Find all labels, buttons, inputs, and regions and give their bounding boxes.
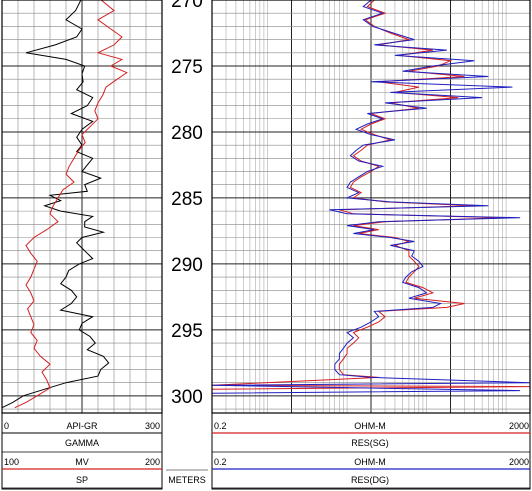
sp-curve-name: SP [76, 475, 88, 485]
series-layer [1, 0, 531, 409]
depth-tick-label: 275 [171, 57, 203, 78]
res-sg-scale-unit: OHM-M [354, 421, 386, 431]
gamma-scale-unit: API-GR [66, 421, 98, 431]
res-dg-scale-min: 0.2 [214, 457, 227, 467]
res-sg-curve-name: RES(SG) [351, 438, 389, 448]
gamma-scale-min: 0 [4, 421, 9, 431]
res-dg-curve-name: RES(DG) [351, 475, 389, 485]
series-sp-curve [14, 0, 128, 409]
sp-scale-max: 200 [145, 457, 160, 467]
res-sg-scale-min: 0.2 [214, 421, 227, 431]
depth-tick-label: 280 [171, 123, 203, 144]
resistivity-header-border [211, 412, 531, 490]
gamma-track-grid [17, 0, 147, 413]
left-scale-panel: 0 API-GR 300 GAMMA 100 MV 200 SP [2, 421, 162, 485]
series-res-dg--curve [211, 0, 531, 396]
depth-tick-label: 290 [171, 255, 203, 276]
sp-scale-unit: MV [75, 457, 89, 467]
res-sg-scale-max: 2000 [509, 421, 529, 431]
gamma-header-border [1, 412, 163, 490]
sp-scale-min: 100 [4, 457, 19, 467]
res-dg-scale-max: 2000 [509, 457, 529, 467]
depth-tick-label: 270 [171, 0, 203, 12]
right-scale-panel: 0.2 OHM-M 2000 RES(SG) 0.2 OHM-M 2000 RE… [212, 421, 530, 485]
gamma-curve-name: GAMMA [65, 438, 99, 448]
depth-tick-label: 295 [171, 321, 203, 342]
depth-tick-label: 285 [171, 189, 203, 210]
depth-tick-label: 300 [171, 387, 203, 408]
series-gamma-curve [1, 0, 110, 409]
resistivity-track-grid [225, 0, 507, 413]
res-dg-scale-unit: OHM-M [354, 457, 386, 467]
gamma-scale-max: 300 [145, 421, 160, 431]
depth-scale-panel: METERS [168, 475, 206, 485]
depth-unit-label: METERS [168, 475, 206, 485]
depth-tick-labels: 270 275 280 285 290 295 300 [171, 0, 203, 408]
